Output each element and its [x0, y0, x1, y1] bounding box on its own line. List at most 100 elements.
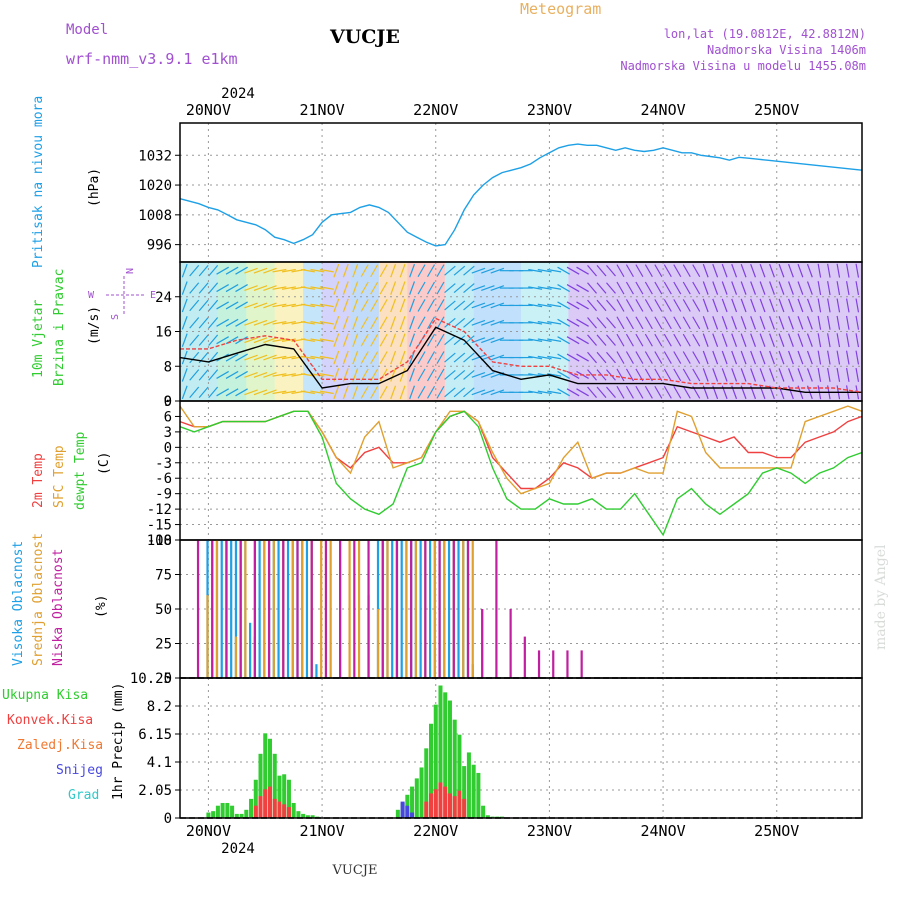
ytick-label: 1008	[138, 208, 172, 224]
ytick-label: 8	[164, 359, 172, 375]
wind-series-line	[179, 326, 862, 393]
wind-arrow	[576, 284, 589, 293]
wind-arrow	[352, 333, 359, 347]
day-label-bottom: 24NOV	[641, 822, 686, 840]
altitude-label: Nadmorska Visina 1406m	[707, 43, 866, 57]
wind-arrow	[390, 316, 397, 330]
bottom-year: 2024	[221, 841, 255, 857]
wind-arrow	[463, 387, 475, 398]
wind-arrow	[566, 301, 580, 310]
wind-arrow	[208, 369, 219, 381]
wind-arrow	[208, 317, 219, 329]
wind-arrow	[244, 319, 258, 326]
wind-arrow	[855, 263, 860, 278]
wind-arrow	[444, 265, 456, 276]
wind-arrow	[750, 350, 757, 365]
ytick-label: 1020	[138, 178, 172, 194]
wind-arrow	[333, 316, 340, 330]
wind-arrow	[181, 316, 188, 330]
precip-bar	[485, 815, 490, 818]
wind-arrow	[409, 263, 416, 278]
wind-arrow	[417, 299, 426, 312]
wind-arrow	[263, 267, 277, 274]
precip-bar	[395, 809, 400, 818]
wind-arrow	[453, 352, 466, 363]
ytick-label: 50	[155, 602, 172, 618]
wind-arrow	[342, 350, 349, 365]
clouds-bar	[263, 540, 266, 678]
wind-arrow	[390, 368, 397, 382]
temp-ylabel-sfc: SFC Temp	[52, 445, 67, 508]
wind-arrow	[836, 281, 841, 296]
wind-arrow	[300, 268, 315, 273]
wind-arrow	[587, 334, 598, 346]
wind-arrow	[225, 284, 239, 293]
product-title: Meteogram	[520, 0, 601, 18]
model-label: Model	[66, 22, 108, 38]
wind-arrow	[463, 317, 475, 328]
precip-bar	[410, 786, 415, 818]
wind-arrow	[463, 352, 475, 363]
wind-arrow	[310, 303, 325, 308]
lonlat-label: lon,lat (19.0812E, 42.8812N)	[664, 27, 866, 41]
wind-arrow	[682, 351, 691, 364]
clouds-bar	[348, 540, 351, 678]
wind-arrow	[481, 267, 495, 274]
wind-arrow	[216, 388, 229, 397]
wind-arrow	[471, 285, 486, 292]
wind-arrow	[537, 286, 552, 290]
wind-arrow	[740, 316, 747, 330]
wind-arrow	[797, 263, 804, 278]
wind-arrow	[352, 316, 359, 330]
wind-arrow	[616, 351, 625, 364]
wind-arrow	[557, 353, 570, 362]
wind-arrow	[635, 264, 644, 278]
wind-arrow	[281, 286, 296, 290]
wind-arrow	[635, 385, 644, 399]
wind-arrow	[692, 299, 701, 312]
wind-arrow	[721, 263, 728, 278]
day-label-bottom: 25NOV	[754, 822, 799, 840]
wind-arrow	[272, 390, 287, 395]
top-year: 2024	[221, 86, 255, 102]
temperature-series-line	[179, 405, 863, 495]
wind-arrow	[654, 264, 663, 278]
wind-arrow	[281, 303, 296, 308]
wind-arrow	[300, 303, 315, 308]
wind-arrow	[827, 333, 831, 348]
wind-arrow	[836, 333, 841, 348]
wind-arrow	[198, 317, 209, 329]
clouds-bar	[429, 540, 432, 678]
clouds-bar	[249, 622, 252, 678]
wind-arrow	[596, 299, 607, 312]
wind-arrow	[817, 333, 822, 348]
wind-arrow	[702, 298, 709, 313]
wind-arrow	[417, 368, 426, 382]
ytick-label: 3	[164, 425, 172, 441]
wind-arrow	[342, 333, 349, 347]
wind-arrow	[263, 389, 277, 396]
wind-arrow	[272, 286, 287, 290]
wind-arrow	[845, 298, 850, 313]
ytick-label: 6.15	[138, 727, 172, 743]
clouds-bar	[386, 540, 389, 678]
wind-arrow	[596, 264, 607, 277]
ytick-label: 8.2	[147, 699, 172, 715]
precip-bar	[433, 789, 438, 818]
wind-arrow	[596, 351, 607, 364]
wind-arrow	[379, 264, 388, 278]
precip-bar	[286, 807, 291, 818]
wind-arrow	[616, 299, 625, 312]
wind-arrow	[253, 371, 268, 378]
wind-arrow	[225, 370, 239, 379]
wind-arrow	[181, 263, 188, 278]
wind-arrow	[216, 284, 229, 293]
wind-arrow	[426, 333, 436, 347]
clouds-bar	[457, 540, 460, 678]
wind-arrow	[712, 316, 719, 330]
wind-arrow	[845, 263, 850, 278]
wind-arrow	[490, 302, 505, 309]
wind-arrow	[759, 316, 766, 330]
wind-arrow	[663, 299, 672, 312]
wind-arrow	[635, 316, 644, 330]
